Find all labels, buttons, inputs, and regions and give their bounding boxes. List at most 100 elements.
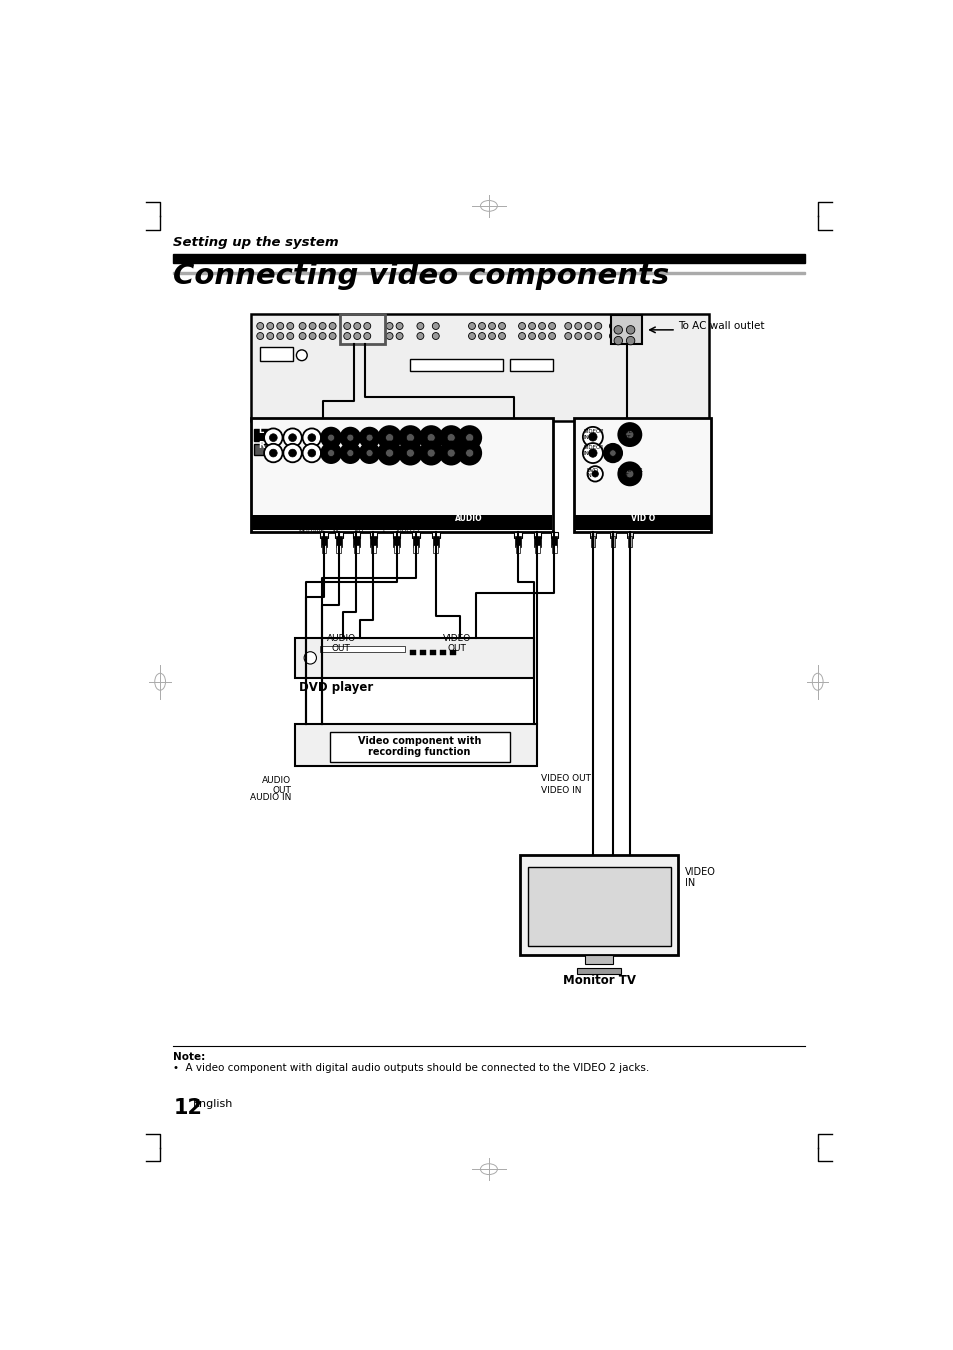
Circle shape: [518, 323, 525, 329]
Circle shape: [465, 433, 474, 441]
Bar: [433, 536, 438, 547]
Circle shape: [386, 323, 393, 329]
Circle shape: [498, 332, 505, 339]
Bar: [528, 867, 670, 946]
Circle shape: [395, 323, 403, 329]
Text: VIDEO2
IN: VIDEO2 IN: [583, 429, 604, 440]
Bar: [610, 536, 615, 547]
Bar: [393, 536, 399, 547]
Text: VIDEO IN: VIDEO IN: [540, 786, 581, 795]
Bar: [173, 254, 803, 263]
Circle shape: [432, 323, 438, 329]
Circle shape: [591, 471, 598, 477]
Circle shape: [548, 332, 555, 339]
Text: AUX: AUX: [267, 522, 279, 528]
Circle shape: [267, 323, 274, 329]
Circle shape: [283, 444, 301, 462]
Circle shape: [304, 652, 316, 664]
Text: To AC wall outlet: To AC wall outlet: [677, 321, 763, 331]
Circle shape: [289, 450, 296, 456]
Circle shape: [478, 323, 485, 329]
Text: MONITOR
OUT: MONITOR OUT: [617, 467, 642, 478]
Text: REC OU
VID: REC OU VID: [347, 522, 370, 533]
Bar: [320, 647, 405, 652]
Bar: [253, 429, 268, 440]
Circle shape: [609, 450, 616, 456]
Circle shape: [618, 323, 626, 329]
Circle shape: [264, 428, 282, 447]
Bar: [410, 359, 502, 371]
Circle shape: [478, 332, 485, 339]
Circle shape: [327, 435, 335, 441]
Text: PLAY
IN: PLAY IN: [329, 522, 342, 533]
Circle shape: [584, 323, 591, 329]
Circle shape: [319, 332, 326, 339]
Circle shape: [321, 428, 341, 448]
Circle shape: [618, 423, 640, 446]
Circle shape: [538, 332, 545, 339]
Circle shape: [457, 441, 480, 464]
Circle shape: [354, 323, 360, 329]
Circle shape: [498, 323, 505, 329]
Bar: [340, 315, 385, 344]
Circle shape: [548, 323, 555, 329]
Circle shape: [564, 332, 571, 339]
Circle shape: [343, 332, 351, 339]
Circle shape: [398, 427, 421, 450]
Circle shape: [427, 450, 435, 458]
Circle shape: [377, 441, 400, 464]
Bar: [335, 536, 341, 547]
Text: Video component with
recording function: Video component with recording function: [357, 736, 481, 757]
Bar: [371, 545, 375, 554]
Circle shape: [269, 433, 277, 441]
Bar: [329, 732, 510, 761]
Bar: [370, 536, 376, 547]
Bar: [440, 651, 445, 655]
Circle shape: [363, 332, 371, 339]
Bar: [575, 514, 710, 531]
Circle shape: [256, 323, 263, 329]
Circle shape: [488, 332, 495, 339]
Bar: [410, 651, 416, 655]
Circle shape: [614, 336, 622, 344]
Circle shape: [276, 332, 283, 339]
Text: Monitor TV: Monitor TV: [562, 975, 635, 987]
Circle shape: [574, 323, 581, 329]
Bar: [534, 536, 540, 547]
Text: English: English: [193, 1099, 233, 1110]
Bar: [354, 545, 358, 554]
Circle shape: [385, 450, 394, 458]
Circle shape: [618, 462, 640, 486]
Circle shape: [468, 323, 475, 329]
Circle shape: [327, 450, 335, 456]
Bar: [515, 536, 520, 547]
Circle shape: [528, 332, 535, 339]
Text: REC OUT
MD/TAPE: REC OUT MD/TAPE: [298, 522, 325, 533]
Circle shape: [296, 350, 307, 360]
Circle shape: [419, 427, 442, 450]
Bar: [251, 417, 552, 532]
Bar: [510, 359, 552, 371]
Text: VIDEO
OUT: VIDEO OUT: [442, 634, 470, 653]
Text: Note:: Note:: [173, 1052, 205, 1062]
Circle shape: [518, 332, 525, 339]
Circle shape: [366, 435, 373, 441]
Circle shape: [625, 431, 633, 439]
Bar: [551, 536, 557, 547]
Bar: [626, 532, 632, 537]
Bar: [394, 545, 398, 554]
Circle shape: [603, 444, 621, 462]
Circle shape: [416, 332, 423, 339]
Bar: [393, 532, 400, 537]
Circle shape: [398, 441, 421, 464]
Circle shape: [574, 332, 581, 339]
Bar: [335, 532, 342, 537]
Bar: [611, 316, 641, 344]
Bar: [584, 954, 612, 964]
Bar: [251, 315, 708, 421]
Bar: [533, 532, 540, 537]
Circle shape: [308, 433, 315, 441]
Circle shape: [587, 466, 602, 482]
Circle shape: [264, 444, 282, 462]
Circle shape: [299, 332, 306, 339]
